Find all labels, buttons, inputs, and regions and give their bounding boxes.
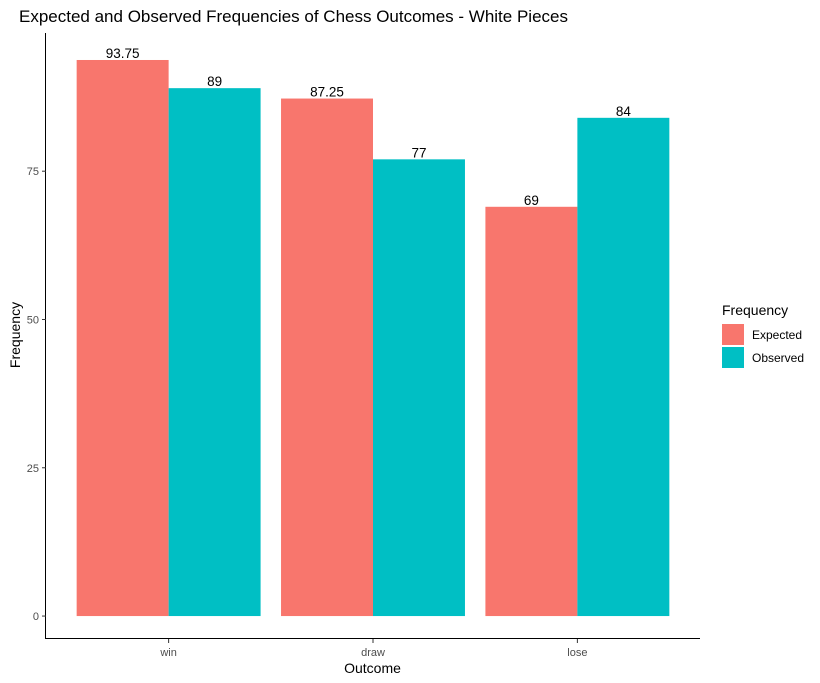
x-axis-title: Outcome <box>344 660 401 676</box>
y-tick-label: 0 <box>33 611 39 623</box>
legend-title: Frequency <box>722 302 788 318</box>
data-label-observed-lose: 84 <box>616 104 632 119</box>
legend-label-expected: Expected <box>752 328 802 342</box>
x-tick-label-draw: draw <box>361 647 385 659</box>
legend: Frequency Expected Observed <box>722 302 804 368</box>
bar-expected-win <box>76 59 169 617</box>
x-tick-label-lose: lose <box>567 647 587 659</box>
legend-key-observed <box>722 347 744 368</box>
bars-layer <box>76 59 670 617</box>
data-label-expected-win: 93.75 <box>106 46 140 61</box>
bar-expected-lose <box>485 206 578 617</box>
y-tick-label: 25 <box>27 463 39 475</box>
y-axis-title: Frequency <box>7 302 23 368</box>
data-label-observed-win: 89 <box>207 74 222 89</box>
x-tick-label-win: win <box>159 647 177 659</box>
x-ticks-layer: win draw lose <box>159 639 587 659</box>
legend-label-observed: Observed <box>752 351 804 365</box>
data-label-observed-draw: 77 <box>411 145 426 160</box>
y-tick-label: 50 <box>27 314 39 326</box>
data-labels-layer: 93.75 89 87.25 77 69 84 <box>106 46 632 208</box>
data-label-expected-draw: 87.25 <box>310 85 344 100</box>
bar-observed-draw <box>373 159 465 617</box>
y-tick-label: 75 <box>27 166 39 178</box>
bar-observed-lose <box>577 117 670 617</box>
bar-observed-win <box>168 88 261 617</box>
legend-key-expected <box>722 324 744 345</box>
chart-title: Expected and Observed Frequencies of Che… <box>19 7 568 26</box>
bar-expected-draw <box>281 98 373 617</box>
data-label-expected-lose: 69 <box>524 193 539 208</box>
y-ticks-layer: 0 25 50 75 <box>27 166 46 623</box>
